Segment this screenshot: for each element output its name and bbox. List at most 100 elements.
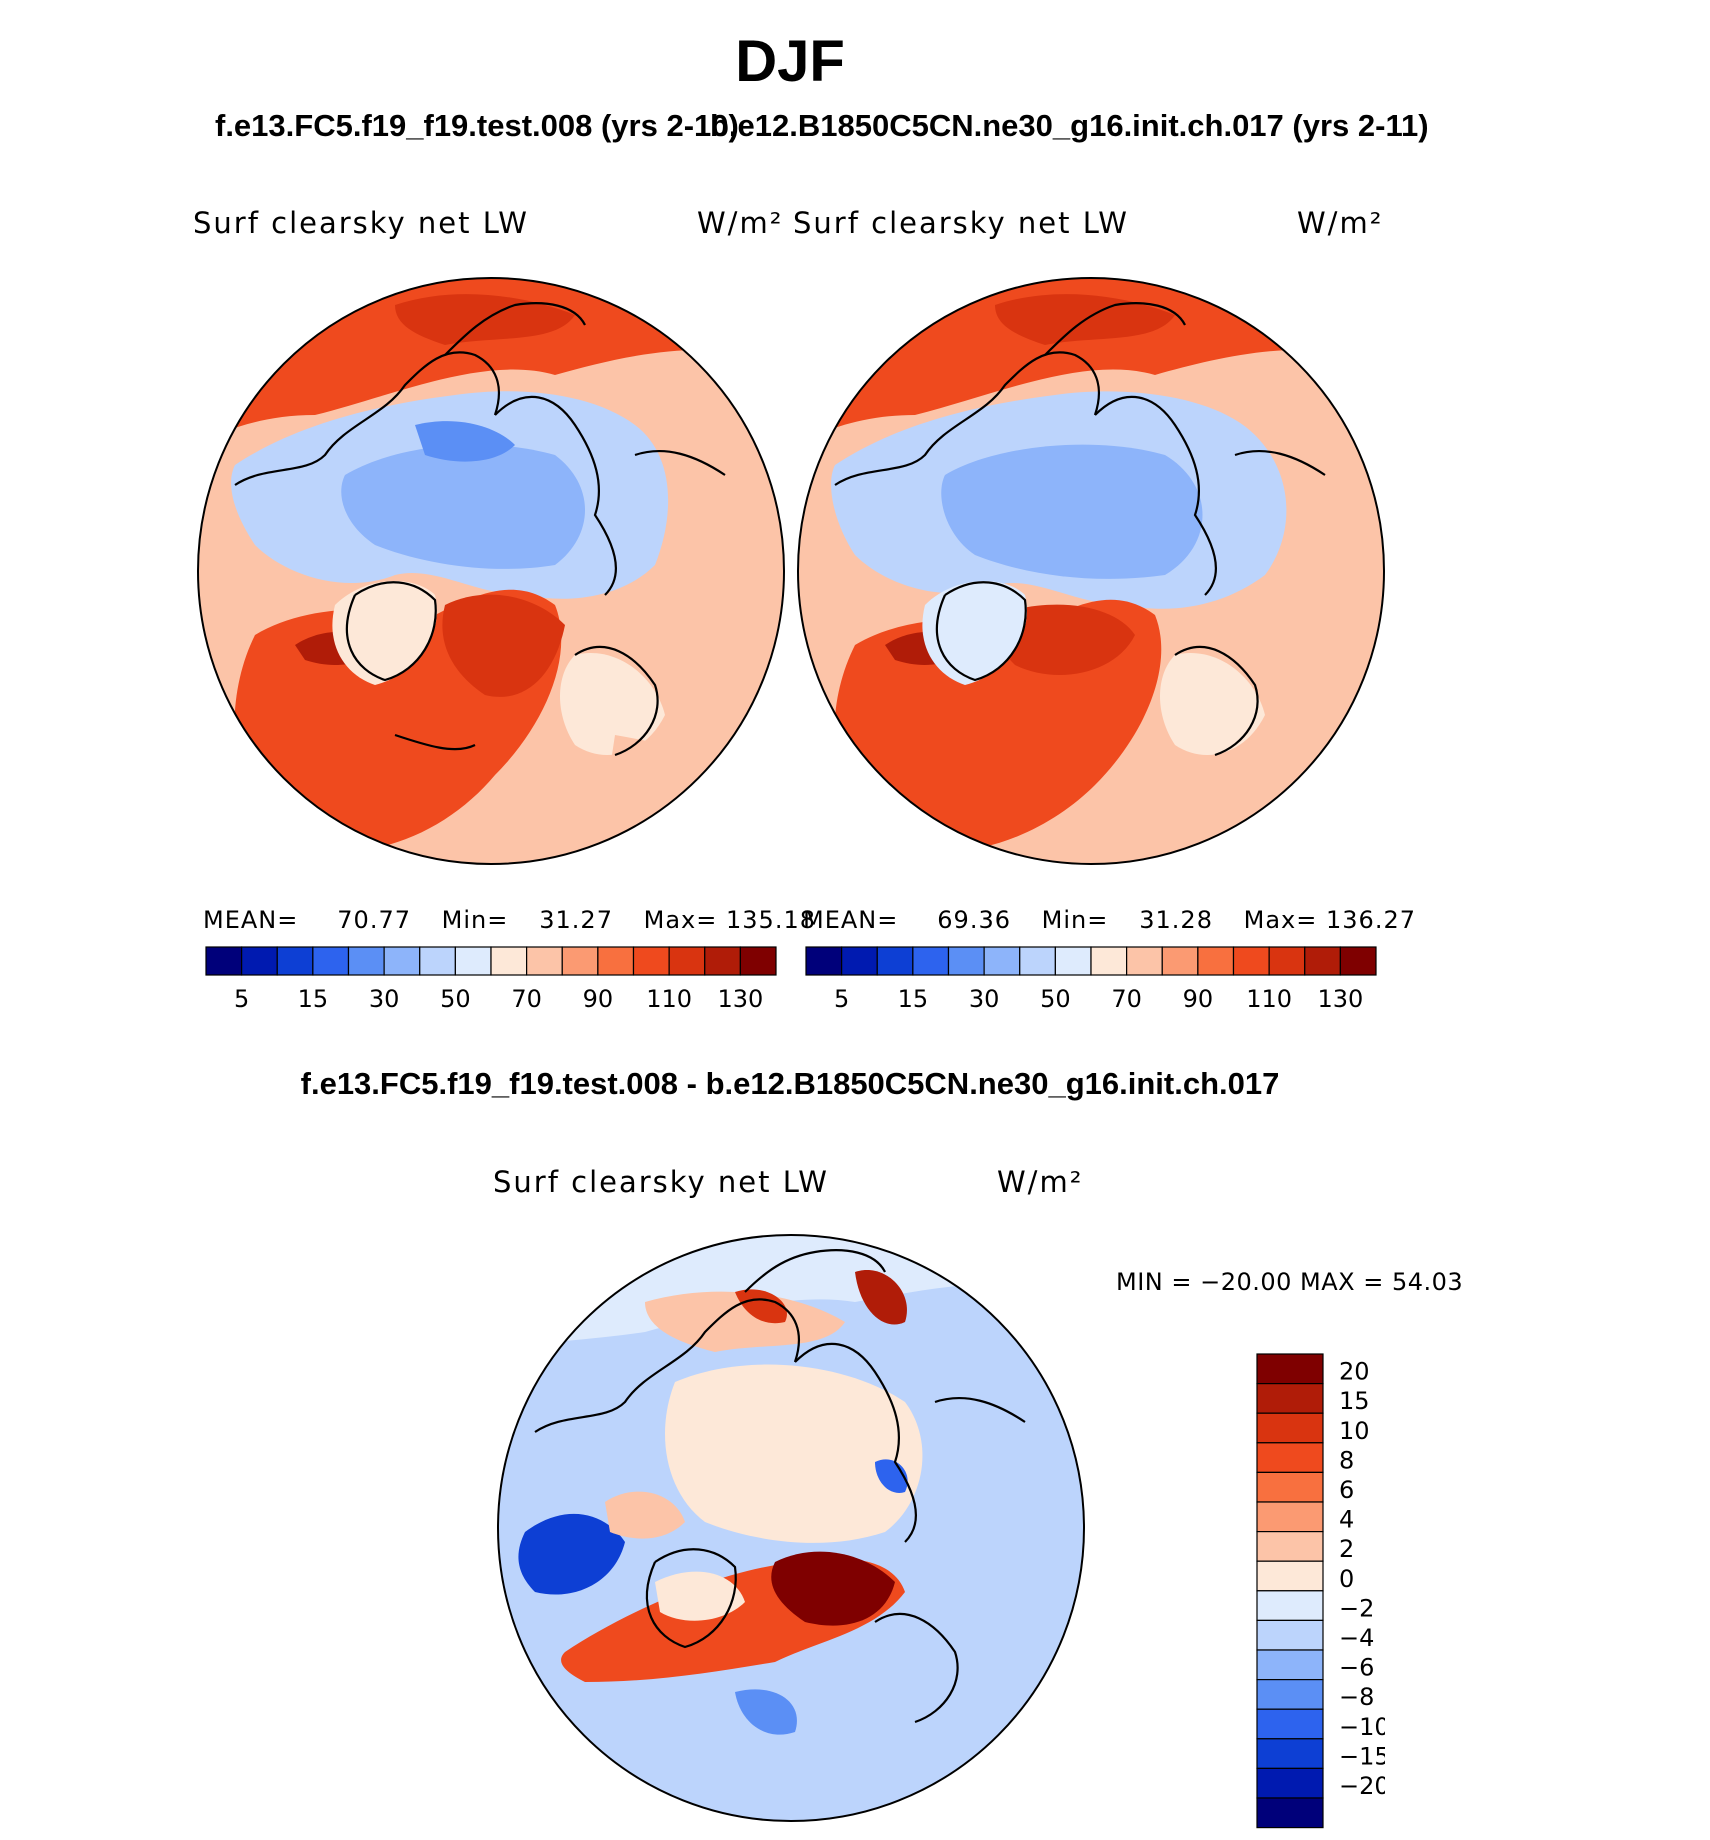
panel-a-max-label: Max= (643, 906, 718, 934)
diff-colorbar-tick-label-13: −15 (1339, 1742, 1385, 1770)
panel-b-colorbar-box-8 (1090, 946, 1128, 976)
diff-polar-map (497, 1234, 1085, 1822)
panel-a-min-value: 31.27 (539, 906, 613, 934)
diff-colorbar-box-4 (1256, 1471, 1324, 1503)
case-a-title: f.e13.FC5.f19_f19.test.008 (yrs 2-10) (215, 108, 739, 143)
panel-b-polar-map (797, 277, 1385, 865)
panel-b-colorbar-box-14 (1304, 946, 1341, 976)
panel-a-colorbar-box-11 (597, 946, 635, 976)
panel-b-colorbar-box-2 (876, 946, 914, 976)
panel-b-coastlines (834, 302, 1326, 757)
diff-units: W/m² (997, 1165, 1084, 1199)
panel-b-colorbar: 5 15 30 50 70 90 110 130 (805, 946, 1377, 1013)
panel-a-cold-spot (415, 421, 515, 462)
diff-colorbar-box-15 (1256, 1797, 1324, 1829)
diff-colorbar-tick-label-8: −2 (1339, 1594, 1374, 1622)
panel-a-colorbar-box-4 (347, 946, 385, 976)
panel-b-mean-value: 69.36 (937, 906, 1011, 934)
panel-a-max-value: 135.18 (726, 906, 816, 934)
panel-a-colorbar-tick-label-0: 5 (234, 985, 249, 1013)
diff-colorbar-box-3 (1256, 1442, 1324, 1474)
panel-a-stats: MEAN= 70.77 Min= 31.27 Max= 135.18 (203, 906, 816, 934)
diff-variable: Surf clearsky net LW (493, 1165, 829, 1199)
diff-map (495, 1232, 1087, 1824)
diff-colorbar-tick-label-10: −6 (1339, 1654, 1374, 1682)
diff-canada-cold (518, 1513, 625, 1595)
panel-a-colorbar-tick-label-1: 15 (298, 985, 329, 1013)
panel-a-scandinavia (560, 653, 665, 755)
diff-coastlines (534, 1249, 1026, 1724)
panel-a-greenland (332, 581, 437, 685)
panel-b-scandinavia (1160, 653, 1265, 755)
panel-b-mean-label: MEAN= (803, 906, 899, 934)
diff-colorbar-tick-label-11: −8 (1339, 1683, 1374, 1711)
panel-a-polar-map (197, 277, 785, 865)
panel-a-colorbar-box-12 (632, 946, 670, 976)
diff-colorbar-box-8 (1256, 1590, 1324, 1622)
panel-a-coastlines (234, 302, 726, 757)
panel-b-stats: MEAN= 69.36 Min= 31.28 Max= 136.27 (803, 906, 1416, 934)
panel-b-colorbar-tick-label-1: 15 (898, 985, 929, 1013)
panel-b-colorbar-tick-label-2: 30 (969, 985, 1000, 1013)
diff-colorbar-box-2 (1256, 1412, 1324, 1444)
diff-colorbar-box-14 (1256, 1767, 1324, 1799)
panel-a-colorbar-box-8 (490, 946, 528, 976)
panel-a-min-label: Min= (441, 906, 509, 934)
panel-a-colorbar-box-9 (526, 946, 563, 976)
diff-colorbar-tick-label-5: 4 (1339, 1506, 1354, 1534)
diff-colorbar-box-9 (1256, 1619, 1324, 1651)
panel-a-colorbar-tick-label-5: 90 (583, 985, 614, 1013)
panel-a-map (195, 275, 787, 867)
panel-b-max-value: 136.27 (1326, 906, 1416, 934)
case-b-title: b.e12.B1850C5CN.ne30_g16.init.ch.017 (yr… (710, 108, 1429, 143)
diff-colorbar-box-10 (1256, 1649, 1324, 1681)
panel-a-norwegian-sea-warm (442, 594, 565, 697)
panel-b-units: W/m² (1297, 206, 1384, 240)
panel-b-min-value: 31.28 (1139, 906, 1213, 934)
panel-b-colorbar-tick-label-3: 50 (1040, 985, 1071, 1013)
diff-siberia-hot (735, 1289, 787, 1324)
panel-b-colorbar-tick-label-6: 110 (1246, 985, 1292, 1013)
panel-b-colorbar-tick-label-5: 90 (1183, 985, 1214, 1013)
panel-a-colorbar-tick-label-6: 110 (646, 985, 692, 1013)
diff-greenland-interior (655, 1571, 745, 1621)
panel-b-colorbar-tick-label-4: 70 (1111, 985, 1142, 1013)
panel-b-colorbar-box-6 (1019, 946, 1056, 976)
diff-colorbar-box-0 (1256, 1353, 1324, 1385)
panel-b-colorbar-box-11 (1197, 946, 1235, 976)
diff-colorbar-tick-label-7: 0 (1339, 1565, 1354, 1593)
panel-a-colorbar-box-6 (419, 946, 456, 976)
diff-barents-hot (771, 1551, 895, 1626)
panel-a-colorbar-tick-label-3: 50 (440, 985, 471, 1013)
panel-a-mean-label: MEAN= (203, 906, 299, 934)
panel-a-colorbar-box-2 (276, 946, 314, 976)
panel-b-variable: Surf clearsky net LW (793, 206, 1129, 240)
panel-a-colorbar: 5 15 30 50 70 90 110 130 (205, 946, 777, 1013)
panel-a-colorbar-box-15 (739, 946, 777, 976)
panel-a-colorbar-box-3 (312, 946, 350, 976)
panel-a-colorbar-box-14 (704, 946, 741, 976)
panel-a-colorbar-box-1 (241, 946, 278, 976)
panel-b-norwegian-sea-warm (991, 604, 1135, 675)
diff-colorbar-tick-label-6: 2 (1339, 1535, 1354, 1563)
panel-b-colorbar-box-4 (947, 946, 985, 976)
panel-a-arctic-core (341, 444, 585, 569)
panel-b-colorbar-box-3 (912, 946, 950, 976)
panel-b-colorbar-tick-label-7: 130 (1317, 985, 1363, 1013)
panel-b-colorbar-box-1 (841, 946, 878, 976)
diff-colorbar-tick-label-0: 20 (1339, 1358, 1370, 1386)
diff-colorbar-tick-label-14: −20 (1339, 1772, 1385, 1800)
panel-b-colorbar-box-0 (805, 946, 843, 976)
panel-a-colorbar-tick-label-4: 70 (511, 985, 542, 1013)
panel-a-units: W/m² (697, 206, 784, 240)
diff-colorbar-box-12 (1256, 1708, 1324, 1740)
diff-colorbar-tick-label-9: −4 (1339, 1624, 1374, 1652)
diff-colorbar-box-11 (1256, 1679, 1324, 1710)
diff-colorbar-tick-label-12: −10 (1339, 1713, 1385, 1741)
diff-colorbar-box-1 (1256, 1383, 1324, 1414)
panel-b-colorbar-box-15 (1339, 946, 1377, 976)
diff-colorbar-tick-label-1: 15 (1339, 1387, 1370, 1415)
panel-b-max-label: Max= (1243, 906, 1318, 934)
panel-b-colorbar-box-12 (1232, 946, 1270, 976)
